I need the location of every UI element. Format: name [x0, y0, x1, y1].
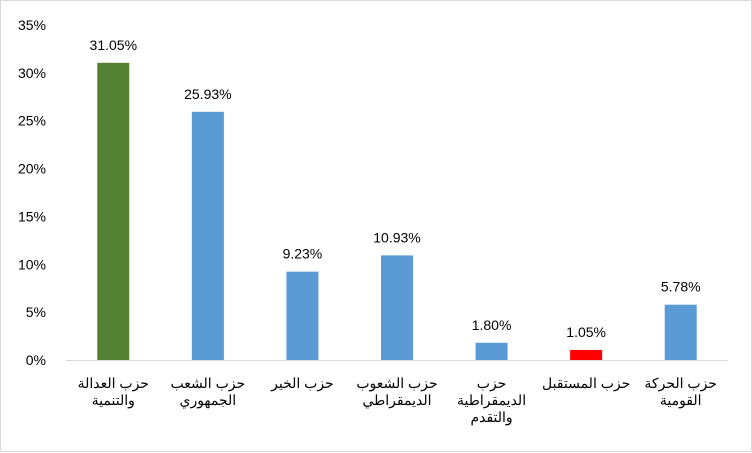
- y-tick-label: 35%: [18, 17, 46, 33]
- category-label: حزب الديمقراطية والتقدم: [457, 375, 527, 425]
- data-label: 31.05%: [90, 37, 137, 53]
- y-tick-label: 30%: [18, 65, 46, 81]
- bar: [570, 349, 603, 360]
- data-label: 9.23%: [283, 246, 323, 262]
- bar: [664, 304, 697, 360]
- bar: [475, 342, 508, 360]
- category-label: حزب الخير: [271, 375, 334, 391]
- y-tick-label: 25%: [18, 113, 46, 129]
- bar: [286, 271, 319, 360]
- category-label: حزب الشعوب الديمقراطي: [356, 375, 438, 408]
- y-tick-label: 5%: [26, 304, 46, 320]
- category-label: حزب الحركة القومية: [644, 375, 717, 408]
- bar: [191, 111, 224, 360]
- data-label: 10.93%: [373, 229, 420, 245]
- y-tick-label: 15%: [18, 208, 46, 224]
- category-label: حزب الشعب الجمهوري: [170, 375, 246, 408]
- category-label: حزب المستقبل: [541, 375, 631, 391]
- y-tick-label: 0%: [26, 352, 46, 368]
- data-label: 5.78%: [661, 279, 701, 295]
- data-label: 25.93%: [184, 86, 231, 102]
- data-label: 1.05%: [566, 324, 606, 340]
- category-label: حزب العدالة والتنمية: [77, 375, 149, 408]
- bar: [381, 255, 413, 360]
- y-tick-label: 10%: [18, 256, 46, 272]
- bar: [97, 62, 130, 361]
- y-tick-label: 20%: [18, 161, 46, 177]
- data-label: 1.80%: [472, 317, 512, 333]
